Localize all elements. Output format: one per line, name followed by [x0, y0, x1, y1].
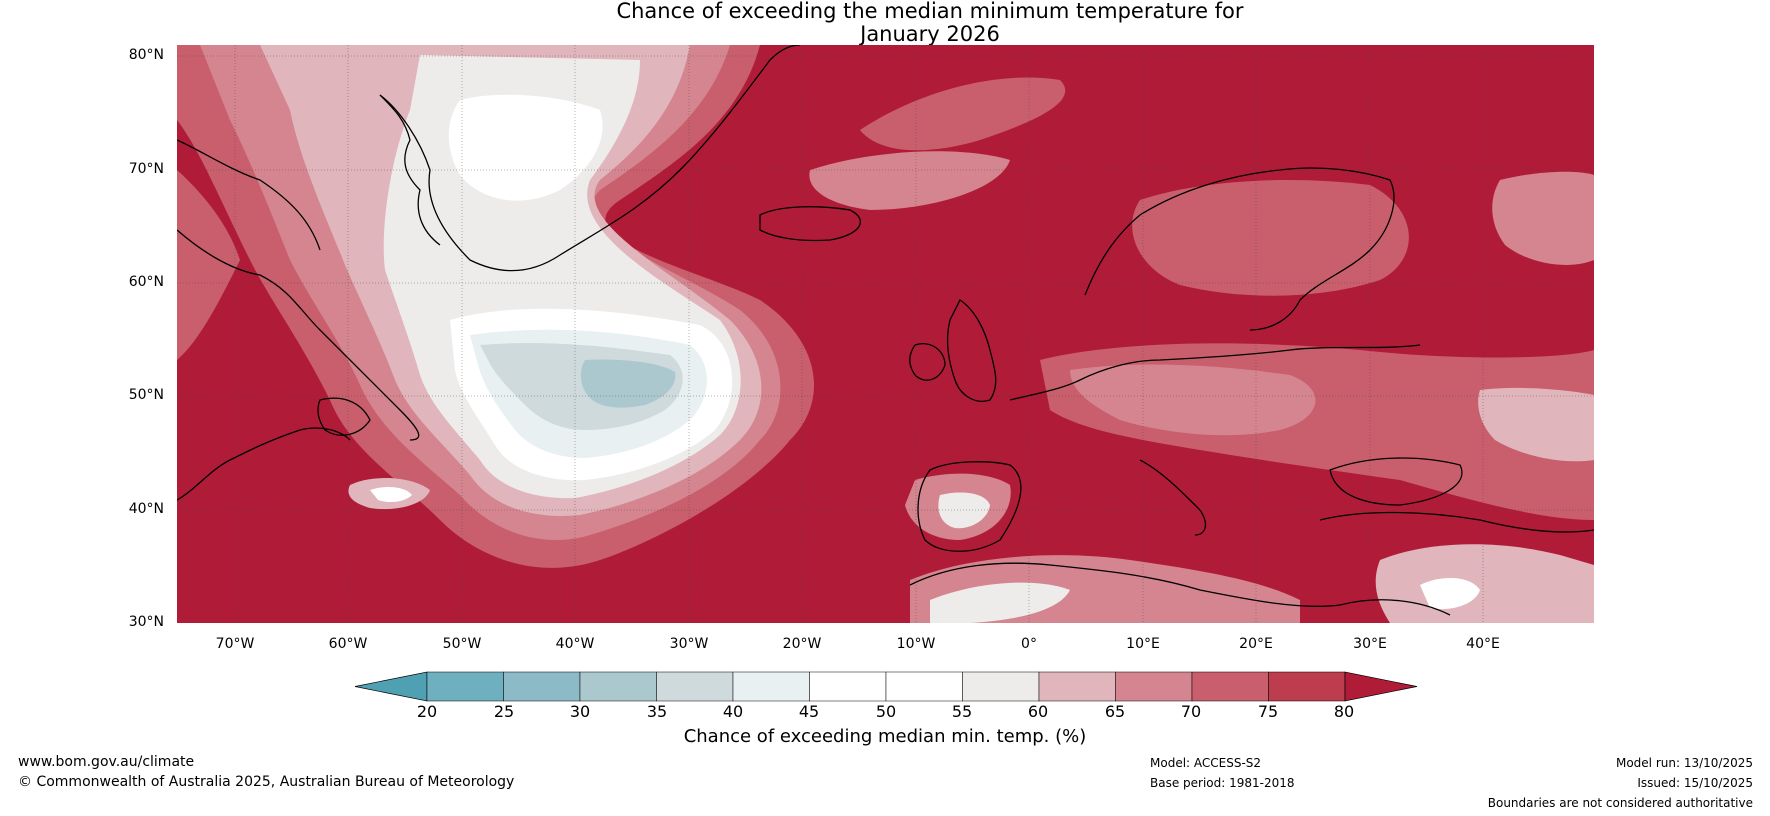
colorbar-box-20 — [426, 671, 504, 702]
coast-europe-main — [1009, 344, 1421, 401]
colorbar-tick-25: 25 — [493, 702, 515, 721]
contour-europe-65 — [1070, 364, 1316, 436]
lon-label-40w: 40°W — [555, 636, 595, 652]
colorbar-box-40 — [732, 671, 810, 702]
title-line-1: Chance of exceeding the median minimum t… — [616, 0, 1244, 23]
coastlines — [177, 45, 1594, 616]
coast-greenland-west — [379, 94, 441, 246]
colorbar-box-45 — [809, 671, 887, 702]
footer-website-link[interactable]: www.bom.gov.au/climate — [18, 754, 195, 770]
colorbar-tick-20: 20 — [416, 702, 438, 721]
footer-base-period: Base period: 1981-2018 — [1150, 776, 1295, 790]
colorbar-box-65 — [1115, 671, 1193, 702]
lon-label-20w: 20°W — [782, 636, 822, 652]
footer-model: Model: ACCESS-S2 — [1150, 756, 1262, 770]
title-line-2: January 2026 — [860, 22, 1000, 46]
contour-iceland-band — [809, 151, 1010, 210]
colorbar-tick-30: 30 — [569, 702, 591, 721]
colorbar-box-55 — [962, 671, 1040, 702]
colorbar — [354, 671, 1418, 702]
contour-middle-east-50 — [1420, 578, 1480, 610]
colorbar-tick-70: 70 — [1180, 702, 1202, 721]
lon-label-60w: 60°W — [328, 636, 368, 652]
coast-us-east — [177, 427, 351, 501]
lon-label-20e: 20°E — [1239, 636, 1273, 652]
colorbar-extend-low — [354, 671, 428, 702]
lon-label-50w: 50°W — [442, 636, 482, 652]
footer-copyright: © Commonwealth of Australia 2025, Austra… — [18, 774, 515, 790]
lat-label-80n: 80°N — [128, 47, 164, 63]
lat-label-30n: 30°N — [128, 614, 164, 630]
coast-labrador — [177, 229, 420, 441]
lon-label-30w: 30°W — [669, 636, 709, 652]
contour-canada-west — [177, 170, 240, 360]
contour-middle-east-60 — [1375, 544, 1594, 623]
footer-disclaimer: Boundaries are not considered authoritat… — [1487, 796, 1753, 810]
lat-label-60n: 60°N — [128, 274, 164, 290]
colorbar-box-25 — [503, 671, 581, 702]
contour-norwegian-sea — [860, 77, 1066, 151]
colorbar-tick-40: 40 — [722, 702, 744, 721]
graticule — [177, 45, 1594, 623]
lon-label-70w: 70°W — [215, 636, 255, 652]
coast-africa-north — [909, 562, 1451, 616]
footer-issued: Issued: 15/10/2025 — [1637, 776, 1753, 790]
lon-label-40e: 40°E — [1466, 636, 1500, 652]
colorbar-extend-high — [1344, 671, 1418, 702]
colorbar-tick-35: 35 — [646, 702, 668, 721]
coast-newfoundland — [317, 397, 371, 436]
colorbar-box-75 — [1268, 671, 1346, 702]
lon-label-10w: 10°W — [896, 636, 936, 652]
colorbar-tick-60: 60 — [1027, 702, 1049, 721]
coast-ireland — [909, 343, 946, 381]
contour-iberia-55 — [938, 492, 990, 529]
coast-iberia — [917, 461, 1022, 552]
contour-scandinavia-70 — [1132, 180, 1409, 296]
lat-label-50n: 50°N — [128, 387, 164, 403]
colorbar-title: Chance of exceeding median min. temp. (%… — [683, 726, 1087, 747]
contour-eastern-60 — [1478, 387, 1594, 462]
lat-label-70n: 70°N — [128, 161, 164, 177]
coast-britain — [946, 299, 997, 402]
contour-greenland-interior-white — [448, 94, 603, 201]
lon-label-30e: 30°E — [1353, 636, 1387, 652]
colorbar-box-60 — [1038, 671, 1116, 702]
coast-black-sea — [1329, 457, 1463, 506]
map-title: Chance of exceeding the median minimum t… — [0, 0, 1770, 46]
colorbar-tick-80: 80 — [1333, 702, 1355, 721]
coast-canada-north — [177, 139, 321, 251]
contour-russia-65 — [1492, 171, 1594, 265]
coast-turkey — [1319, 511, 1594, 533]
contour-africa-55 — [930, 582, 1070, 623]
lon-label-0: 0° — [1021, 636, 1037, 652]
colorbar-tick-75: 75 — [1257, 702, 1279, 721]
coast-italy — [1139, 459, 1207, 536]
contour-nw-atlantic-patch-white — [370, 487, 412, 503]
coast-scandinavia — [1084, 167, 1395, 331]
contour-atlantic-35 — [580, 359, 676, 408]
colorbar-tick-50: 50 — [875, 702, 897, 721]
colorbar-tick-65: 65 — [1104, 702, 1126, 721]
coast-iceland — [759, 206, 862, 242]
colorbar-box-30 — [579, 671, 657, 702]
colorbar-tick-45: 45 — [798, 702, 820, 721]
lon-label-10e: 10°E — [1126, 636, 1160, 652]
footer-model-run: Model run: 13/10/2025 — [1615, 756, 1753, 770]
colorbar-tick-55: 55 — [951, 702, 973, 721]
colorbar-box-35 — [656, 671, 734, 702]
colorbar-box-50 — [885, 671, 963, 702]
lat-label-40n: 40°N — [128, 501, 164, 517]
colorbar-box-70 — [1191, 671, 1269, 702]
